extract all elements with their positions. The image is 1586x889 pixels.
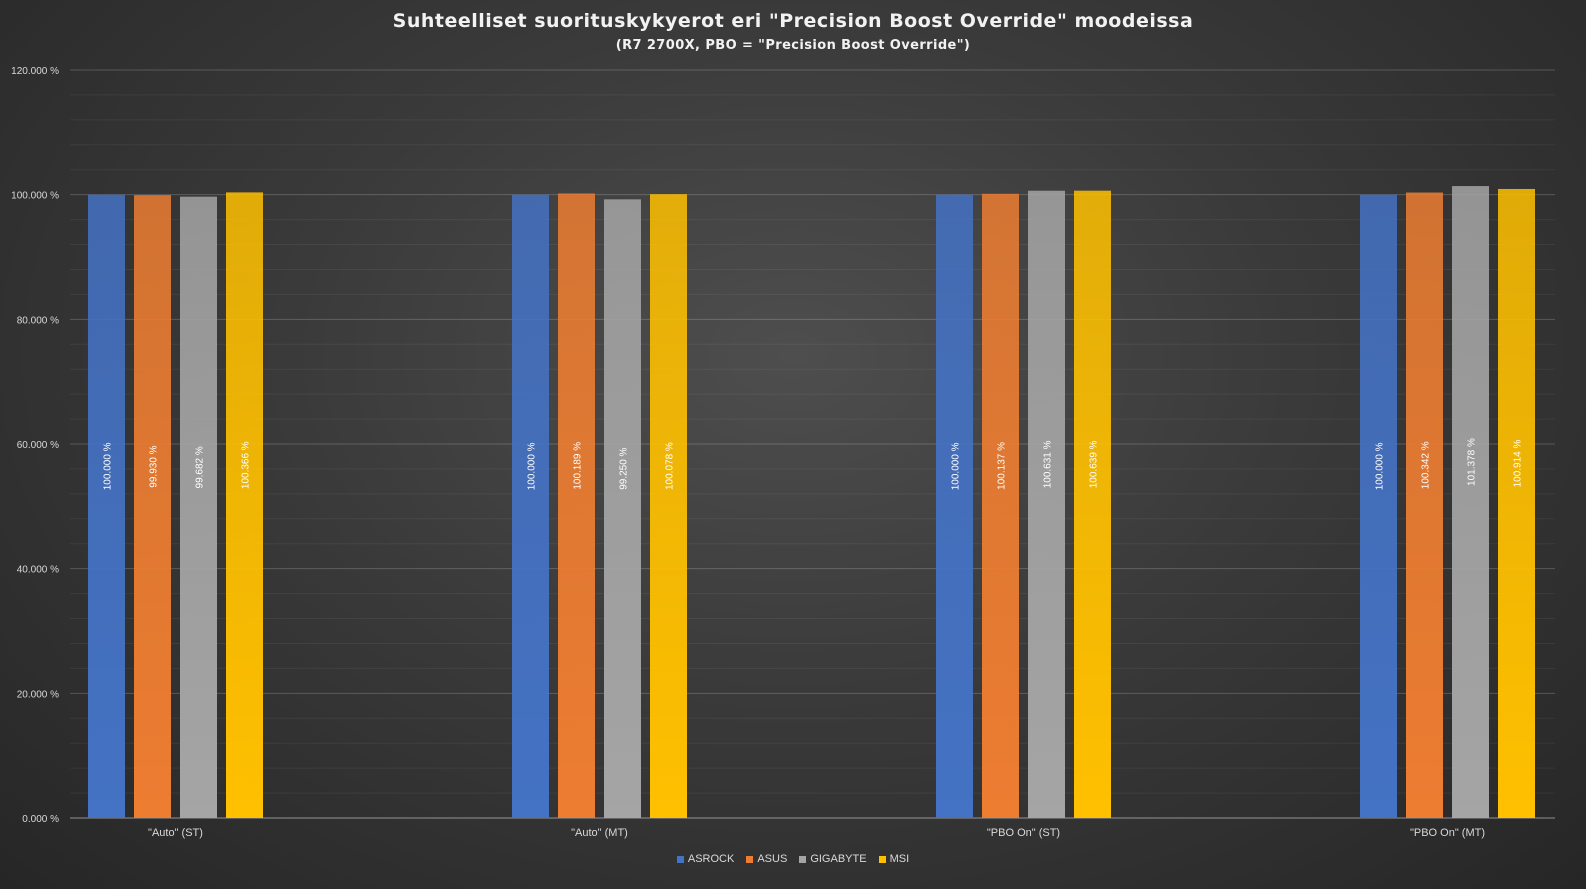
legend-swatch	[799, 855, 807, 863]
data-label: 100.342 %	[1421, 441, 1432, 489]
data-label: 100.631 %	[1043, 440, 1054, 488]
legend-swatch	[676, 855, 684, 863]
legend-swatch	[746, 855, 754, 863]
y-tick-label: 80.000 %	[17, 315, 59, 326]
data-label: 100.639 %	[1089, 440, 1100, 488]
data-label: 100.078 %	[665, 442, 676, 490]
y-tick-label: 100.000 %	[11, 191, 59, 202]
data-label: 101.378 %	[1467, 438, 1478, 486]
data-label: 100.000 %	[1375, 442, 1386, 490]
bar-asrock-2	[936, 194, 973, 818]
data-label: 100.137 %	[997, 442, 1008, 490]
x-category-label: "PBO On" (MT)	[1410, 827, 1485, 839]
data-label: 100.366 %	[241, 441, 252, 489]
x-category-label: "PBO On" (ST)	[987, 827, 1060, 839]
bar-asus-0	[134, 195, 171, 818]
bar-msi-0	[226, 192, 263, 819]
chart-title: Suhteelliset suorituskykyerot eri "Preci…	[392, 10, 1194, 32]
legend-item-gigabyte: GIGABYTE	[799, 853, 867, 865]
y-tick-label: 60.000 %	[17, 440, 59, 451]
data-label: 99.930 %	[149, 445, 160, 487]
bar-gigabyte-3	[1452, 186, 1489, 818]
legend-label: GIGABYTE	[810, 853, 867, 865]
bar-asrock-1	[512, 194, 549, 818]
bar-asus-3	[1406, 192, 1443, 819]
y-tick-label: 40.000 %	[17, 565, 59, 576]
data-label: 99.250 %	[619, 447, 630, 489]
bar-asrock-0	[88, 194, 125, 818]
data-label: 100.000 %	[527, 442, 538, 490]
x-category-label: "Auto" (MT)	[571, 827, 628, 839]
bar-msi-3	[1498, 188, 1535, 818]
data-label: 100.914 %	[1513, 439, 1524, 487]
data-label: 100.000 %	[103, 442, 114, 490]
bar-asrock-3	[1360, 194, 1397, 818]
bar-asus-1	[558, 193, 595, 818]
chart-legend: ASROCK ASUS GIGABYTE MSI	[0, 853, 1586, 865]
data-label: 100.000 %	[951, 442, 962, 490]
legend-swatch	[878, 855, 886, 863]
y-tick-label: 0.000 %	[22, 814, 59, 825]
bar-msi-2	[1074, 190, 1111, 818]
bar-gigabyte-1	[604, 199, 641, 818]
legend-label: ASUS	[757, 853, 788, 865]
legend-item-asus: ASUS	[746, 853, 787, 865]
legend-label: ASROCK	[687, 853, 735, 865]
bar-asus-2	[982, 193, 1019, 819]
chart-subtitle: (R7 2700X, PBO = "Precision Boost Overri…	[615, 38, 971, 53]
y-tick-label: 20.000 %	[17, 689, 59, 700]
bar-gigabyte-2	[1028, 190, 1065, 819]
legend-item-asrock: ASROCK	[676, 853, 735, 865]
bar-msi-1	[650, 194, 687, 818]
legend-label: MSI	[889, 853, 910, 865]
bar-gigabyte-0	[180, 196, 217, 818]
legend-item-msi: MSI	[878, 853, 910, 865]
x-category-label: "Auto" (ST)	[148, 827, 203, 839]
y-tick-label: 120.000 %	[11, 66, 59, 77]
data-label: 99.682 %	[195, 446, 206, 488]
data-label: 100.189 %	[573, 442, 584, 490]
